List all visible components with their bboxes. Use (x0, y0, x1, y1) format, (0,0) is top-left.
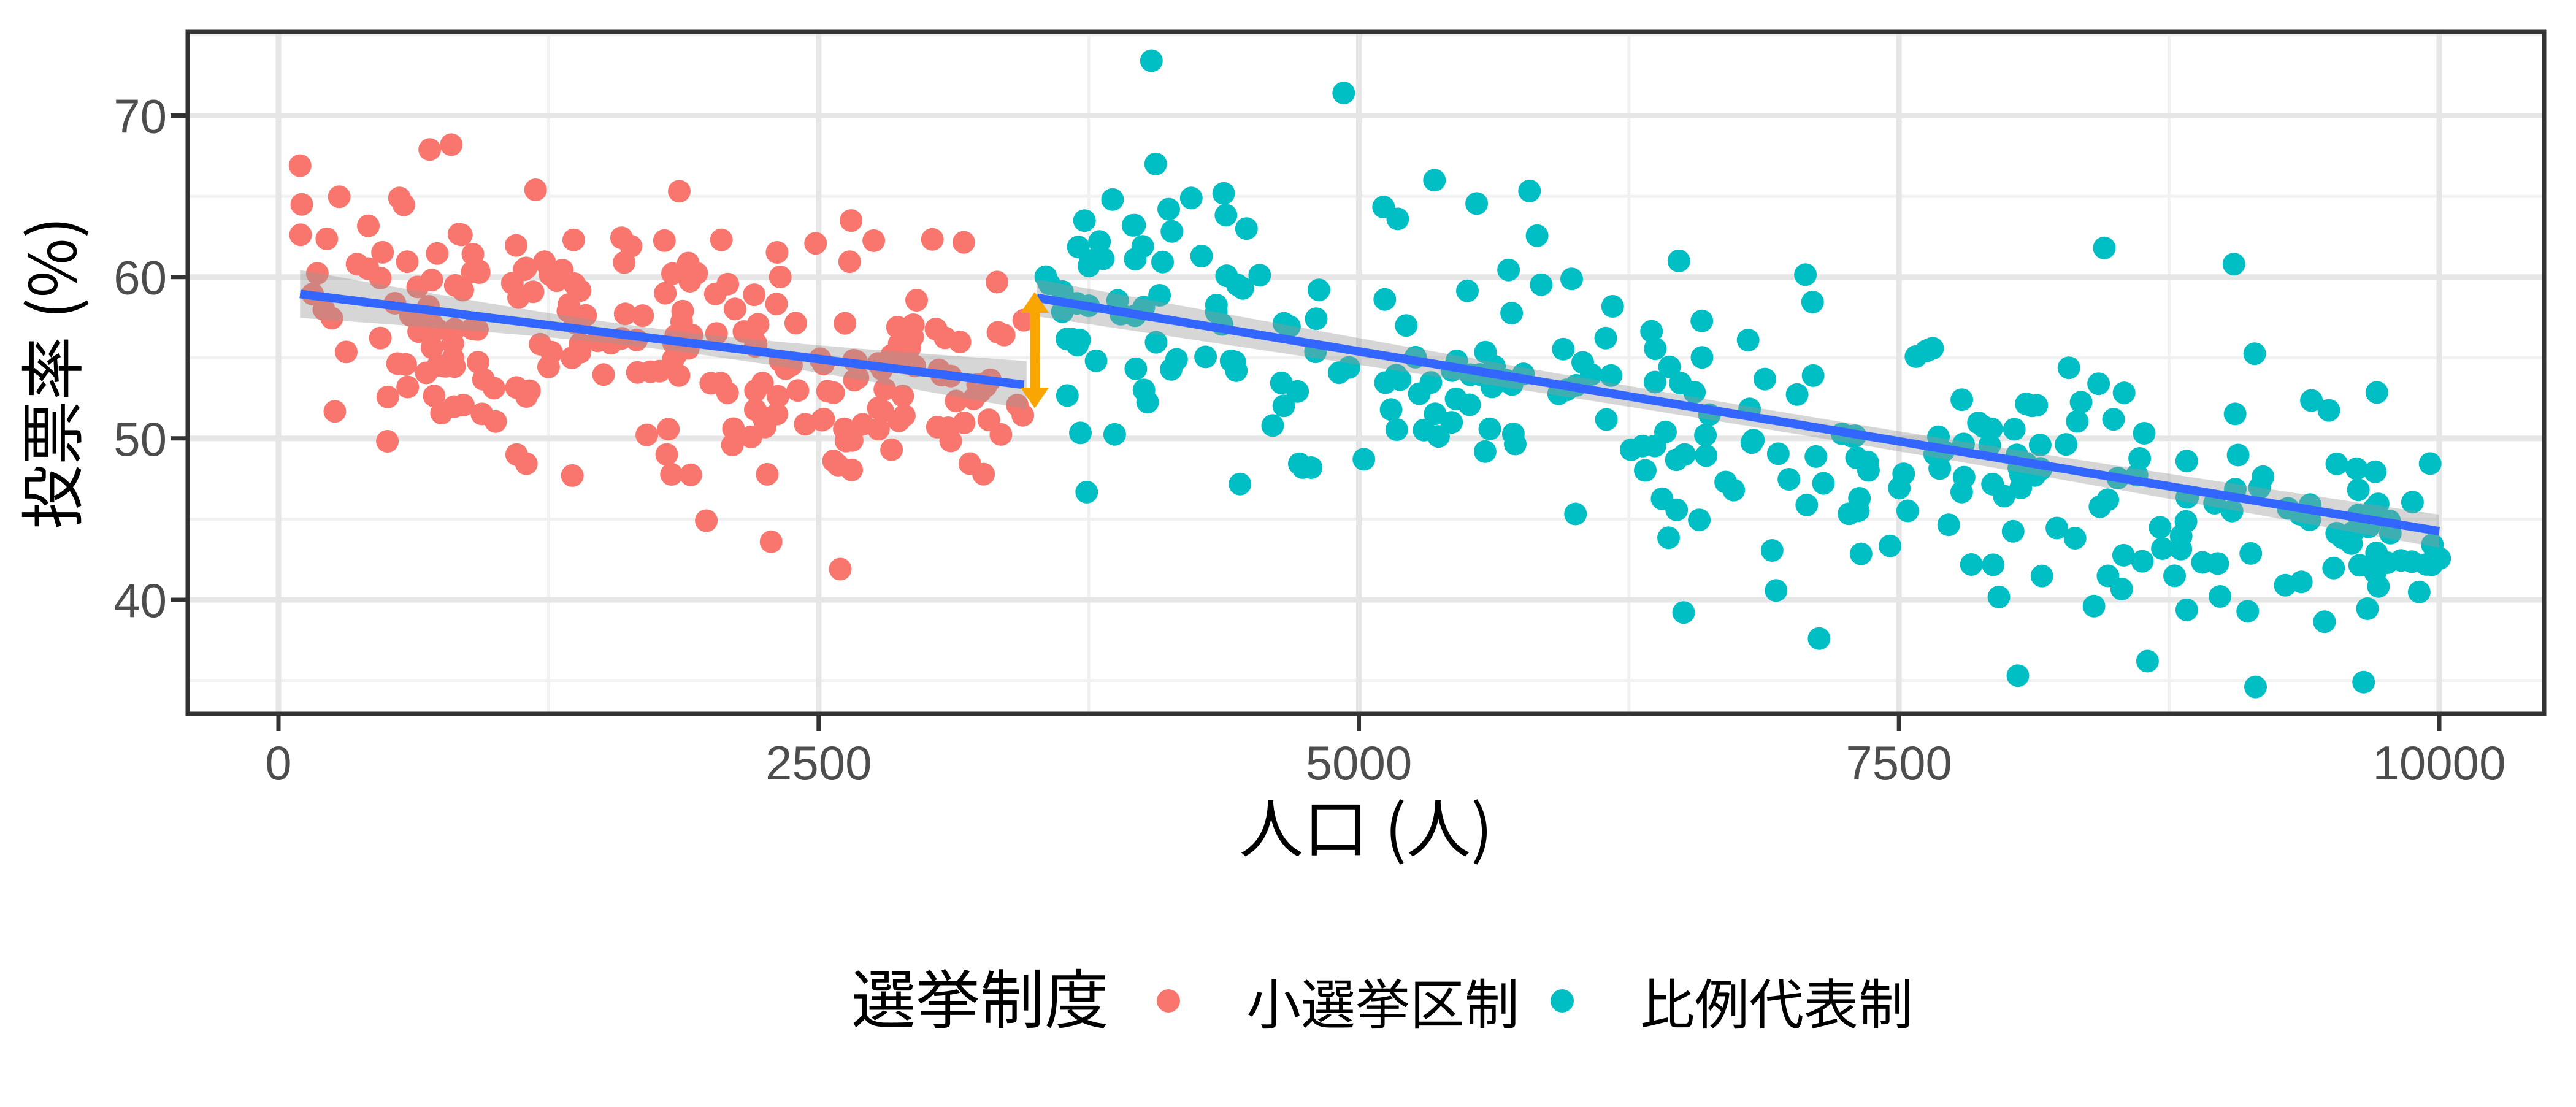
svg-text:40: 40 (113, 573, 167, 627)
svg-text:50: 50 (113, 412, 167, 466)
svg-text:2500: 2500 (765, 736, 872, 790)
svg-text:7500: 7500 (1846, 736, 1952, 790)
svg-text:70: 70 (113, 90, 167, 144)
svg-text:0: 0 (265, 736, 291, 790)
svg-text:10000: 10000 (2373, 736, 2506, 790)
svg-text:60: 60 (113, 251, 167, 305)
svg-text:5000: 5000 (1306, 736, 1413, 790)
